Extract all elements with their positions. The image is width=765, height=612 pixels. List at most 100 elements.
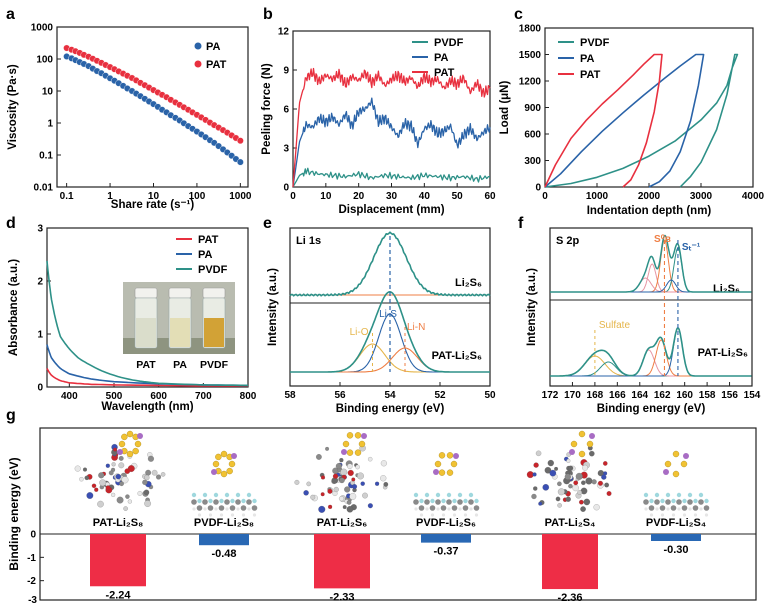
atom <box>197 498 202 504</box>
atom <box>677 507 681 511</box>
d-y-tick-label: 0 <box>37 383 43 394</box>
f-bottom-sample: PAT-Li₂S₆ <box>698 347 748 359</box>
atom <box>360 481 365 486</box>
atom <box>203 507 207 511</box>
f-x-tick-label: 170 <box>564 390 581 401</box>
atom <box>582 464 588 471</box>
atom <box>544 466 552 474</box>
atom <box>196 505 203 511</box>
lithium-atom <box>433 469 439 475</box>
g-bar-2 <box>199 534 249 546</box>
g-category-label: PAT-Li₂S₈ <box>93 517 144 529</box>
g-bar-4 <box>421 534 471 543</box>
c-series-pa <box>544 53 705 188</box>
atom <box>532 472 537 477</box>
panel-label-b: b <box>263 6 273 23</box>
panel-label-d: d <box>6 215 16 232</box>
atom <box>224 492 230 498</box>
panel-b: b 0 10 20 30 40 50 60 0 3 6 9 12 Displacement (mm) Pee… <box>261 6 496 216</box>
lithium-atom <box>569 449 575 455</box>
b-y-tick-label: 9 <box>283 66 289 77</box>
atom <box>699 507 703 511</box>
atom <box>380 460 387 467</box>
atom <box>419 498 424 504</box>
atom <box>246 492 252 498</box>
panel-c: c 0 1000 2000 3000 4000 0 300 600 900 1200 1500 1800… <box>499 6 765 217</box>
atom <box>568 465 574 471</box>
atom <box>192 507 196 511</box>
pvdf-molecule-illustration <box>191 450 258 517</box>
atom <box>352 484 358 490</box>
atom <box>593 504 600 511</box>
atom <box>247 507 251 511</box>
atom <box>606 491 612 496</box>
atom <box>419 513 424 517</box>
atom <box>144 500 151 507</box>
d-x-tick-label: 800 <box>240 391 257 402</box>
atom <box>430 513 435 517</box>
atom <box>346 505 354 513</box>
a-y-tick-label: 1000 <box>31 23 54 34</box>
atom <box>251 505 258 511</box>
atom <box>555 496 561 502</box>
d-x-tick-label: 500 <box>106 391 123 402</box>
f-bottom-peak <box>550 355 752 377</box>
f-x-tick-label: 168 <box>587 390 604 401</box>
f-bottom-envelope <box>549 327 752 377</box>
atom <box>310 494 316 500</box>
atom <box>671 513 676 517</box>
panel-label-c: c <box>514 6 523 23</box>
atom <box>347 469 354 476</box>
sulfur-atom <box>228 460 236 468</box>
sulfur-atom <box>226 467 233 475</box>
c-legend-label: PVDF <box>580 37 610 49</box>
atom <box>573 480 579 486</box>
vial-liquid <box>136 318 156 347</box>
c-y-tick-label: 600 <box>524 130 541 141</box>
atom <box>533 462 539 468</box>
a-point-pat <box>236 137 244 145</box>
atom <box>681 505 688 511</box>
sulfur-atom <box>434 460 442 468</box>
c-x-tick-label: 4000 <box>742 191 765 202</box>
b-y-tick-label: 12 <box>278 27 290 38</box>
atom <box>362 492 368 499</box>
atom <box>698 492 704 498</box>
atom <box>542 484 550 491</box>
atom <box>342 505 347 510</box>
sulfur-atom <box>354 432 362 439</box>
atom <box>339 458 344 463</box>
panel-label-g: g <box>6 407 16 424</box>
atom <box>468 492 474 498</box>
atom <box>240 505 247 511</box>
b-legend-label: PVDF <box>434 37 464 49</box>
vial-cap-icon <box>202 287 226 299</box>
atom <box>589 450 595 457</box>
b-x-tick-label: 40 <box>419 191 431 202</box>
atom <box>74 465 81 472</box>
f-ylabel: Intensity (a.u.) <box>526 268 538 346</box>
atom <box>436 507 440 511</box>
atom <box>219 513 224 517</box>
lithium-atom <box>663 469 669 475</box>
atom <box>446 492 452 498</box>
atom <box>676 499 682 505</box>
atom <box>368 457 373 462</box>
vial-liquid <box>170 318 190 347</box>
lithium-atom <box>683 453 689 459</box>
a-y-tick-label: 10 <box>42 87 54 98</box>
a-y-tick-label: 0.01 <box>34 183 54 194</box>
atom <box>108 470 114 476</box>
atom <box>121 476 129 484</box>
atom <box>125 494 130 499</box>
atom <box>349 493 357 500</box>
pat-molecule-illustration <box>294 432 389 513</box>
atom <box>462 505 469 511</box>
e-peak-label-lio: Li-O <box>350 327 369 338</box>
atom <box>294 479 300 485</box>
c-x-tick-label: 0 <box>542 191 548 202</box>
atom <box>538 501 543 506</box>
d-ylabel: Absorbance (a.u.) <box>8 259 20 356</box>
f-x-tick-label: 162 <box>654 390 671 401</box>
plot-frame-c <box>544 27 754 188</box>
